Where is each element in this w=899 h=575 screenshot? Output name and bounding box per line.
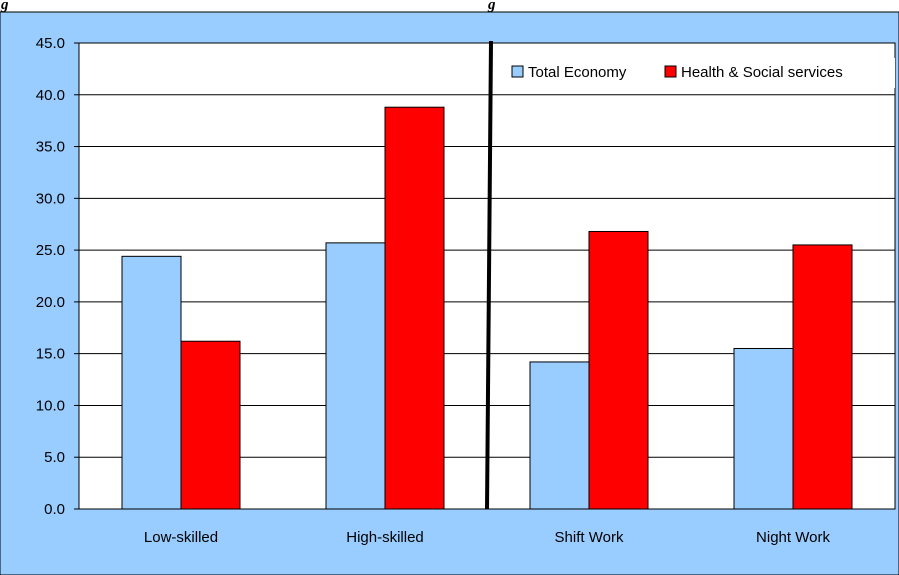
x-tick-label: High-skilled — [346, 529, 424, 546]
bar-health-social-0 — [180, 340, 241, 510]
bar-total-economy-2 — [529, 361, 590, 510]
x-tick-label: Night Work — [756, 529, 830, 546]
y-axis: 0.0 5.0 10.0 15.0 20.0 25.0 30.0 35.0 40.0 45.0 — [36, 35, 79, 518]
bar-total-economy-0 — [121, 255, 182, 510]
y-tick-label: 10.0 — [36, 397, 65, 414]
bar-total-economy-1 — [325, 242, 386, 510]
bar-health-social-2 — [588, 230, 649, 510]
bars — [121, 106, 853, 510]
y-tick-label: 20.0 — [36, 294, 65, 311]
y-tick-label: 15.0 — [36, 346, 65, 363]
legend-box — [503, 58, 895, 88]
y-tick-label: 40.0 — [36, 87, 65, 104]
legend-label-health-social: Health & Social services — [681, 64, 843, 81]
legend-swatch-total-economy — [511, 65, 524, 78]
y-tick-label: 25.0 — [36, 242, 65, 259]
x-axis: Low-skilled High-skilled Shift Work Night W… — [144, 529, 831, 546]
y-tick-label: 5.0 — [44, 449, 65, 466]
y-tick-label: 30.0 — [36, 190, 65, 207]
x-tick-label: Low-skilled — [144, 529, 218, 546]
y-tick-label: 0.0 — [44, 501, 65, 518]
bar-health-social-1 — [384, 106, 445, 510]
y-tick-label: 35.0 — [36, 139, 65, 156]
legend: Total Economy Health & Social services — [503, 58, 895, 88]
x-tick-label: Shift Work — [555, 529, 624, 546]
caption-fragment: g — [0, 0, 9, 13]
legend-label-total-economy: Total Economy — [528, 64, 627, 81]
group-divider — [485, 40, 493, 510]
y-tick-label: 45.0 — [36, 35, 65, 52]
legend-swatch-health-social — [664, 65, 677, 78]
bar-health-social-3 — [792, 244, 853, 510]
caption-fragment-2: g — [487, 0, 496, 13]
bar-total-economy-3 — [733, 347, 794, 510]
